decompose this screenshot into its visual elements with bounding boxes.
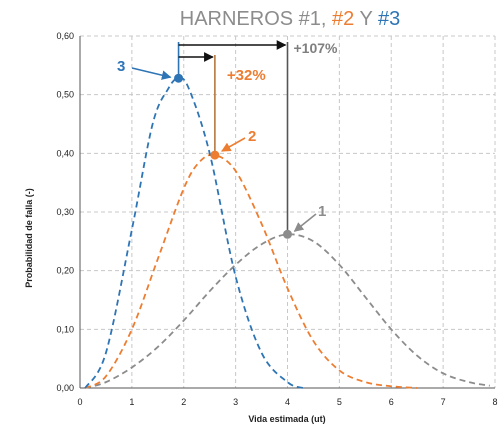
chart-title: HARNEROS #1, #2 Y #3 (180, 8, 401, 30)
x-tick-label: 3 (233, 397, 238, 407)
y-tick-label: 0,20 (56, 266, 74, 276)
title-part-2: Y (354, 8, 378, 30)
series-callout-arrow-1 (293, 213, 317, 232)
annotation-layer: +32% +107% 3 2 1 (117, 40, 338, 239)
x-axis-label: Vida estimada (ut) (248, 414, 325, 424)
peak-marker-2 (210, 150, 220, 160)
y-axis-label: Probabilidad de falla (-) (24, 188, 34, 288)
series-callout-arrow-2 (221, 137, 246, 152)
series-label-1: 1 (318, 203, 326, 220)
x-tick-label: 8 (492, 397, 497, 407)
y-tick-label: 0,50 (56, 90, 74, 100)
series-label-2: 2 (248, 128, 256, 145)
x-tick-label: 7 (441, 397, 446, 407)
x-tick-label: 6 (389, 397, 394, 407)
title-part-1: #2 (332, 8, 354, 30)
x-tick-label: 0 (77, 397, 82, 407)
series-curve-1 (84, 233, 490, 389)
x-tick-label: 2 (181, 397, 186, 407)
axes (79, 36, 495, 389)
x-tick-label: 4 (285, 397, 290, 407)
peak-marker-1 (283, 229, 292, 239)
y-tick-label: 0,00 (56, 383, 74, 393)
title-part-0: HARNEROS #1, (180, 8, 332, 30)
y-tick-label: 0,40 (56, 148, 74, 158)
x-tick-label: 5 (337, 397, 342, 407)
peak-marker-3 (174, 73, 184, 83)
y-tick-labels: 0,00 0,10 0,20 0,30 0,40 0,50 0,60 (56, 31, 74, 393)
y-tick-label: 0,30 (56, 207, 74, 217)
series-callout-arrow-3 (131, 67, 172, 80)
series-label-3: 3 (117, 58, 125, 75)
annotation-pct-2: +32% (227, 67, 266, 84)
y-tick-label: 0,10 (56, 324, 74, 334)
title-part-3: #3 (378, 8, 400, 30)
series-curve-2 (84, 153, 418, 389)
x-tick-labels: 0 1 2 3 4 5 6 7 8 (77, 397, 497, 407)
annotation-pct-1: +107% (294, 40, 339, 56)
x-tick-label: 1 (129, 397, 134, 407)
series-curve-3 (84, 77, 304, 389)
y-tick-label: 0,60 (56, 31, 74, 41)
